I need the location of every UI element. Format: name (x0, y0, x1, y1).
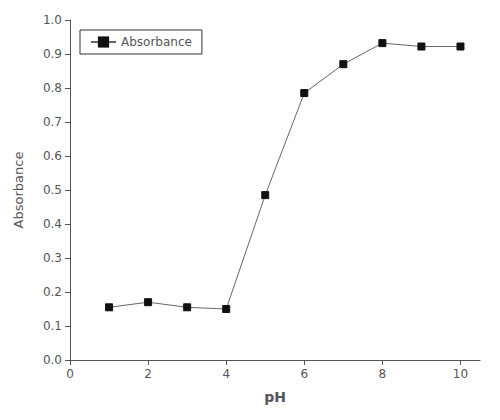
svg-text:0.0: 0.0 (43, 353, 62, 367)
svg-text:0.5: 0.5 (43, 183, 62, 197)
svg-text:0.6: 0.6 (43, 149, 62, 163)
svg-text:0.9: 0.9 (43, 47, 62, 61)
svg-text:0.4: 0.4 (43, 217, 62, 231)
svg-text:6: 6 (300, 367, 308, 381)
svg-text:pH: pH (264, 389, 286, 405)
svg-text:Absorbance: Absorbance (121, 35, 192, 49)
svg-text:0.7: 0.7 (43, 115, 62, 129)
svg-text:10: 10 (453, 367, 468, 381)
svg-text:1.0: 1.0 (43, 13, 62, 27)
svg-text:0.8: 0.8 (43, 81, 62, 95)
svg-text:0.2: 0.2 (43, 285, 62, 299)
svg-text:0: 0 (66, 367, 74, 381)
svg-text:0.3: 0.3 (43, 251, 62, 265)
svg-text:Absorbance: Absorbance (11, 152, 26, 229)
svg-text:0.1: 0.1 (43, 319, 62, 333)
svg-text:4: 4 (222, 367, 230, 381)
svg-text:8: 8 (379, 367, 387, 381)
svg-text:2: 2 (144, 367, 152, 381)
